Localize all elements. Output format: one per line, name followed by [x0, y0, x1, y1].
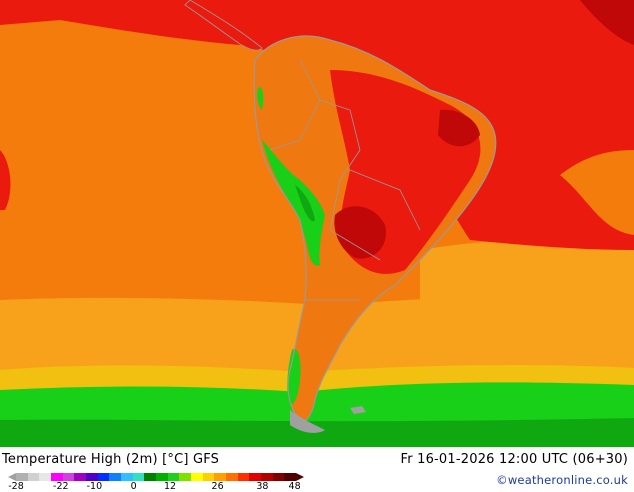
northeast-deep-red: [438, 109, 480, 147]
scale-swatch: [249, 473, 262, 481]
scale-swatch: [214, 473, 227, 481]
pacific-red-patch: [0, 150, 11, 210]
scale-tick-label: -22: [53, 481, 69, 492]
scale-swatch: [156, 473, 169, 481]
scale-tick-label: -10: [86, 481, 103, 492]
credit-link[interactable]: ©weatheronline.co.uk: [496, 473, 628, 487]
scale-tick-label: 0: [130, 481, 137, 492]
scale-swatch: [39, 473, 52, 481]
tierra-del-fuego: [290, 410, 325, 433]
andes-dark-green: [295, 185, 315, 222]
falkland-islands: [350, 406, 366, 414]
valid-time: Fr 16-01-2026 12:00 UTC (06+30): [400, 452, 628, 467]
scale-tick-label: 12: [163, 481, 177, 492]
scale-swatch: [167, 473, 180, 481]
map-canvas: [0, 0, 634, 447]
caribbean-deep-red: [580, 0, 634, 45]
scale-swatch: [51, 473, 64, 481]
interior-deep-red: [334, 206, 386, 259]
central-america: [184, 0, 263, 51]
temperature-map: [0, 0, 634, 447]
scale-tick-label: 26: [211, 481, 224, 492]
scale-swatch: [284, 473, 297, 481]
scale-swatch: [132, 473, 145, 481]
map-footer: Temperature High (2m) [°C] GFS Fr 16-01-…: [0, 447, 634, 492]
andes-north-green: [257, 87, 264, 110]
patagonia-green: [287, 349, 301, 404]
scale-swatch: [226, 473, 239, 481]
scale-left-arrow: [8, 473, 16, 481]
scale-swatch: [27, 473, 40, 481]
map-title: Temperature High (2m) [°C] GFS: [2, 452, 220, 467]
scale-swatch: [191, 473, 204, 481]
scale-swatch: [62, 473, 75, 481]
coastline: [253, 35, 497, 422]
scale-swatch: [237, 473, 250, 481]
scale-swatch: [121, 473, 134, 481]
scale-swatch: [272, 473, 285, 481]
scale-swatch: [109, 473, 122, 481]
scale-swatch: [144, 473, 157, 481]
scale-swatch: [261, 473, 274, 481]
scale-tick-label: 38: [256, 481, 269, 492]
scale-tick-label: 48: [288, 481, 301, 492]
scale-tick-label: -28: [8, 481, 24, 492]
scale-swatch: [74, 473, 87, 481]
scale-swatch: [202, 473, 215, 481]
color-scale: -28 -22 -10 0 12 26 38 48: [8, 472, 304, 492]
country-borders: [269, 59, 421, 301]
andes-green-strip: [262, 140, 325, 266]
scale-swatch: [97, 473, 110, 481]
scale-swatch: [179, 473, 192, 481]
scale-right-arrow: [296, 473, 304, 481]
scale-swatch: [16, 473, 29, 481]
scale-swatch: [86, 473, 99, 481]
